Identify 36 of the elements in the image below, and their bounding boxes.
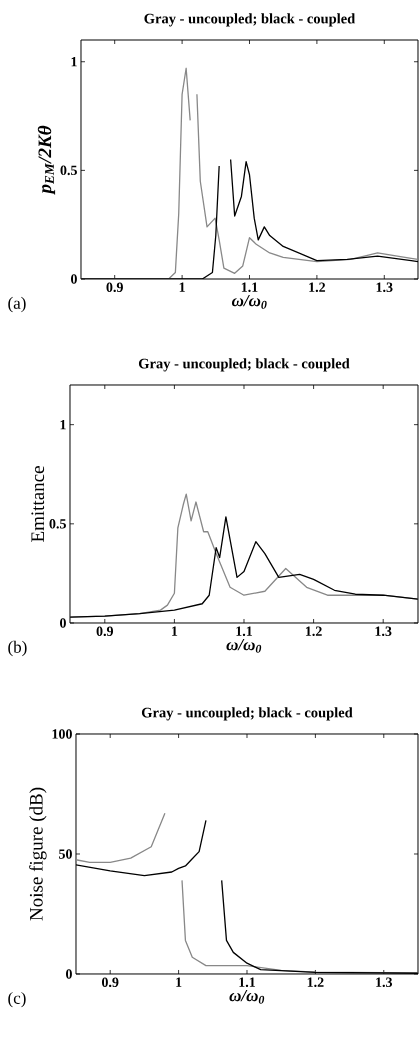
chart-title: Gray - uncoupled; black - coupled [138,358,350,372]
y-tick-label: 0.5 [60,165,77,176]
x-tick-label: 1 [179,282,185,292]
x-tick-label: 1.1 [239,977,256,987]
x-tick-label: 0.9 [96,626,114,637]
text: (c) [8,991,26,1008]
y-axis-title: Emittance [31,466,45,542]
y-tick-label: 100 [52,729,72,739]
y-tick-label: 0 [66,969,72,979]
chart-title: Gray - uncoupled; black - coupled [141,707,353,721]
x-tick-label: 1 [172,626,178,636]
x-tick-label: 1.2 [305,626,322,636]
y-tick-label: 0 [60,618,66,628]
x-tick-label: 1.1 [241,282,258,292]
x-tick-label: 1.1 [236,626,253,636]
x-tick-label: 1.2 [309,282,326,293]
x-tick-label: 1 [176,977,182,987]
x-axis-title: ω/ω$_{0}$ [229,989,265,1004]
text: (b) [8,640,27,657]
y-tick-label: 1 [71,57,77,67]
x-axis-title: ω/ω$_{0}$ [231,294,267,309]
x-tick-label: 1.3 [376,282,393,293]
x-tick-label: 1.3 [375,626,392,636]
x-tick-label: 1.3 [376,977,393,987]
y-tick-label: 50 [59,849,72,859]
text: (a) [8,296,26,313]
x-tick-label: 1.2 [307,977,324,987]
y-axis-title: Noise figure (dB) [29,787,47,921]
x-axis-title: ω/ω$_{0}$ [226,638,262,653]
chart-title: Gray - uncoupled; black - coupled [144,13,356,27]
y-tick-label: 1 [60,420,66,430]
y-axis-title: p$_{EM}$/2Kθ [37,125,56,195]
x-tick-label: 0.9 [101,977,119,988]
y-tick-label: 0 [71,274,77,284]
y-tick-label: 0.5 [49,519,66,529]
x-tick-label: 0.9 [106,282,123,293]
